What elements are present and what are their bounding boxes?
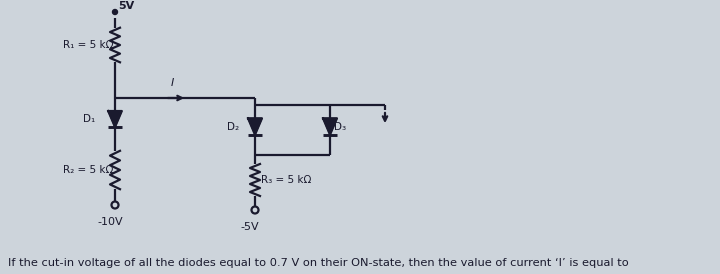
Polygon shape: [323, 118, 337, 135]
Text: R₂ = 5 kΩ: R₂ = 5 kΩ: [63, 165, 113, 175]
Text: 5V: 5V: [118, 1, 134, 11]
Text: -5V: -5V: [240, 222, 259, 232]
Text: -10V: -10V: [97, 217, 123, 227]
Circle shape: [112, 10, 117, 15]
Text: D₁: D₁: [83, 114, 95, 124]
Text: R₁ = 5 kΩ: R₁ = 5 kΩ: [63, 40, 114, 50]
Polygon shape: [108, 111, 122, 127]
Text: D₂: D₂: [227, 121, 239, 132]
Text: R₃ = 5 kΩ: R₃ = 5 kΩ: [261, 175, 311, 185]
Text: I: I: [171, 78, 174, 88]
Polygon shape: [248, 118, 262, 135]
Text: D₃: D₃: [334, 121, 346, 132]
Text: If the cut-in voltage of all the diodes equal to 0.7 V on their ON-state, then t: If the cut-in voltage of all the diodes …: [8, 258, 629, 268]
